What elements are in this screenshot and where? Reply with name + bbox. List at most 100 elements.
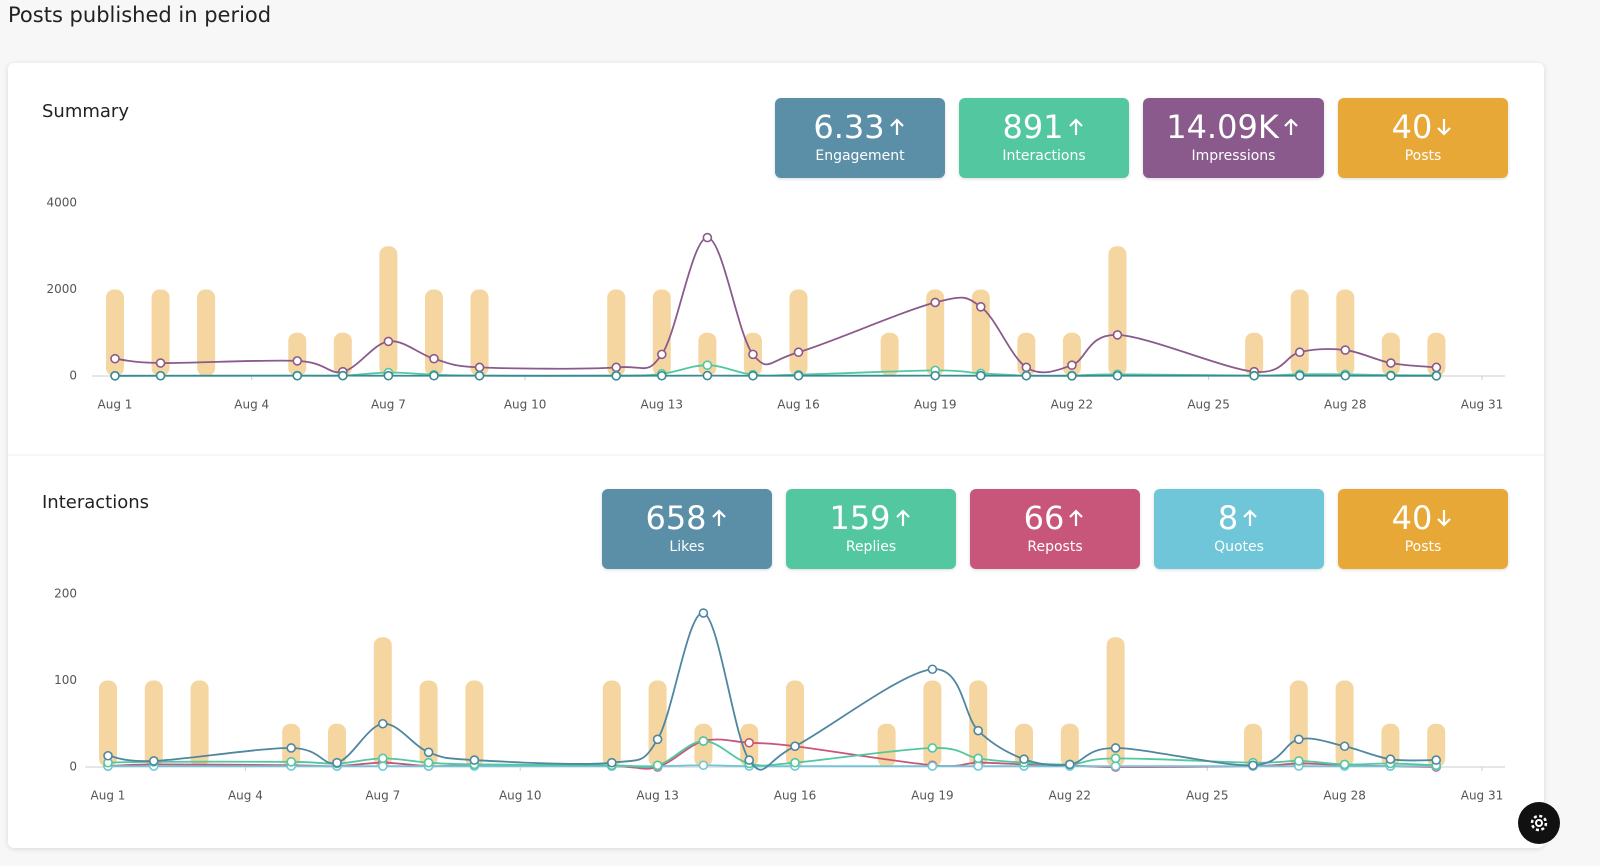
x-tick-label: Aug 31: [1461, 789, 1504, 803]
point: [423, 757, 434, 768]
section-title: Interactions: [42, 492, 149, 513]
bar: [419, 680, 438, 767]
stat-number-row: 658: [602, 499, 772, 537]
point: [973, 725, 984, 736]
point: [656, 370, 667, 381]
settings-button[interactable]: [1518, 802, 1560, 844]
point: [1294, 347, 1305, 358]
point: [383, 336, 394, 347]
stat-label: Reposts: [1027, 539, 1083, 555]
stat-value: 159: [829, 499, 891, 537]
x-tick-label: Aug 31: [1461, 398, 1504, 412]
stat-value: 40: [1391, 108, 1433, 146]
stat-card: 159 Replies: [786, 489, 956, 569]
point: [698, 736, 709, 746]
bar: [99, 680, 117, 767]
point: [927, 664, 938, 675]
stat-number-row: 14.09K: [1143, 108, 1324, 146]
x-tick-label: Aug 1: [91, 789, 126, 803]
stat-card: 66 Reposts: [970, 489, 1140, 569]
bar: [1427, 332, 1446, 376]
point: [1067, 360, 1077, 370]
point: [429, 353, 439, 364]
point: [927, 761, 938, 771]
point: [1110, 753, 1121, 764]
bar: [1427, 723, 1446, 767]
point: [1431, 755, 1441, 765]
point: [1021, 370, 1032, 381]
stat-label: Replies: [845, 539, 897, 555]
stat-value: 40: [1391, 499, 1433, 537]
trend-arrow: [1069, 509, 1084, 526]
point: [149, 756, 159, 766]
point: [698, 760, 709, 771]
point: [793, 370, 804, 381]
point: [377, 761, 388, 771]
bar: [1289, 680, 1308, 767]
point: [1386, 358, 1396, 368]
y-tick-label: 2000: [46, 282, 77, 296]
bar: [969, 680, 988, 767]
stat-number-row: 891: [959, 108, 1129, 146]
bar: [328, 723, 346, 767]
stat-card: 6.33 Engagement: [775, 98, 945, 178]
x-tick-label: Aug 25: [1187, 398, 1230, 412]
point: [790, 757, 800, 768]
trend-arrow: [1243, 509, 1257, 526]
x-tick-label: Aug 4: [228, 789, 263, 803]
stat-value: 14.09K: [1166, 108, 1279, 146]
y-tick-label: 0: [69, 369, 77, 383]
bar: [465, 680, 484, 767]
bar: [1245, 332, 1264, 376]
y-tick-label: 4000: [46, 196, 77, 210]
point: [702, 232, 713, 243]
point: [110, 371, 120, 381]
bar: [602, 680, 621, 767]
x-tick-label: Aug 22: [1051, 398, 1094, 412]
stat-label: Quotes: [1214, 539, 1264, 555]
y-tick-label: 100: [54, 673, 77, 687]
y-tick-label: 200: [54, 587, 77, 601]
point: [292, 356, 303, 366]
trend-arrow: [889, 118, 904, 135]
x-tick-label: Aug 19: [914, 398, 957, 412]
bar: [379, 246, 398, 376]
bar: [607, 289, 626, 376]
y-tick-label: 0: [69, 760, 77, 774]
point: [1021, 362, 1032, 373]
x-tick-label: Aug 7: [371, 398, 406, 412]
x-tick-label: Aug 10: [499, 789, 542, 803]
settings-icon: [1530, 814, 1548, 832]
point: [698, 608, 709, 618]
bar: [1336, 289, 1355, 376]
stat-number-row: 8: [1154, 499, 1324, 537]
point: [1110, 743, 1121, 753]
bar: [789, 289, 808, 376]
stat-label: Impressions: [1191, 148, 1276, 164]
point: [702, 370, 713, 381]
stat-card: 14.09K Impressions: [1143, 98, 1324, 178]
bar: [1017, 332, 1036, 376]
x-tick-label: Aug 1: [98, 398, 133, 412]
point: [702, 360, 713, 370]
trend-arrow: [711, 509, 726, 526]
x-tick-label: Aug 22: [1049, 789, 1092, 803]
point: [423, 747, 434, 758]
bar: [1015, 723, 1033, 767]
bar: [923, 680, 942, 767]
stat-number-row: 66: [970, 499, 1140, 537]
bar: [786, 680, 804, 767]
bar: [197, 289, 216, 376]
point: [1294, 734, 1304, 745]
point: [1067, 371, 1077, 381]
point: [973, 753, 984, 764]
point: [377, 753, 388, 764]
point: [744, 755, 755, 765]
bar: [1244, 723, 1262, 767]
x-tick-label: Aug 13: [636, 789, 679, 803]
bar: [373, 637, 392, 767]
point: [1385, 754, 1396, 765]
x-tick-label: Aug 16: [777, 398, 820, 412]
stat-value: 891: [1002, 108, 1064, 146]
